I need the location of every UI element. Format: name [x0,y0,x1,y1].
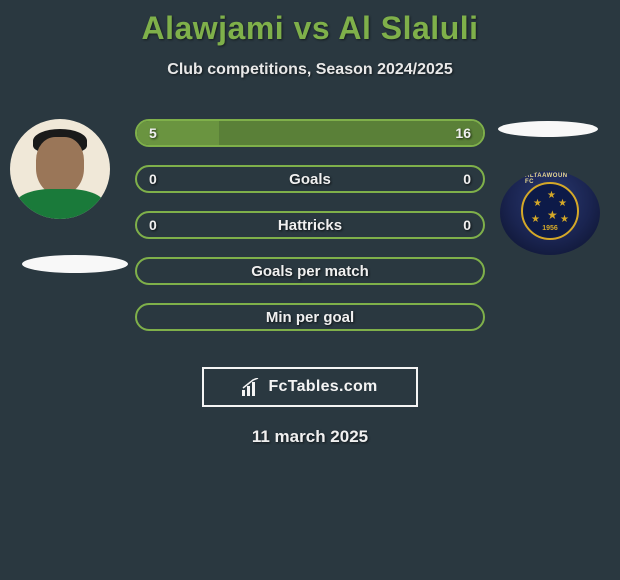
stat-right-value: 0 [463,171,471,187]
date-text: 11 march 2025 [0,427,620,447]
player-left-avatar [10,119,110,219]
stat-right-value: 16 [455,125,471,141]
star-icon: ★ [533,198,542,209]
stat-label: Hattricks [278,217,342,234]
chart-icon [242,378,262,396]
stat-bar: 0 Hattricks 0 [135,211,485,239]
star-icon: ★ [547,208,558,222]
stat-bars: 5Matches16 0 Goals 0 0 Hattricks 0 Goals per ma… [135,119,485,349]
badge-inner: ★ ★ ★ ★ ★ ★ 1956 [521,182,579,240]
star-icon: ★ [547,190,556,201]
content-area: ALTAAWOUN FC ★ ★ ★ ★ ★ ★ 1956 5Matches16… [0,119,620,349]
star-icon: ★ [560,214,569,225]
avatar-face [36,137,84,195]
bar-fill-right [219,121,483,145]
stat-bar: 5Matches16 [135,119,485,147]
page-title: Alawjami vs Al Slaluli [0,10,620,47]
stat-bar: Goals per match [135,257,485,285]
player-right-flag [498,121,598,137]
badge-year: 1956 [542,225,558,232]
stat-left-value: 0 [149,171,157,187]
stat-left-value: 5 [149,125,157,141]
comparison-card: Alawjami vs Al Slaluli Club competitions… [0,0,620,447]
player-right-badge: ALTAAWOUN FC ★ ★ ★ ★ ★ ★ 1956 [500,171,600,255]
stat-bar: 0 Goals 0 [135,165,485,193]
brand-box: FcTables.com [202,367,418,407]
brand-text: FcTables.com [268,378,377,396]
stat-right-value: 0 [463,217,471,233]
stat-left-value: 0 [149,217,157,233]
stat-label: Goals [289,171,331,188]
stat-label: Goals per match [251,263,369,280]
player-left-flag [22,255,128,273]
stat-label: Min per goal [266,309,354,326]
subtitle: Club competitions, Season 2024/2025 [0,61,620,79]
stat-bar: Min per goal [135,303,485,331]
star-icon: ★ [531,214,540,225]
star-icon: ★ [558,198,567,209]
avatar-body [15,189,105,219]
